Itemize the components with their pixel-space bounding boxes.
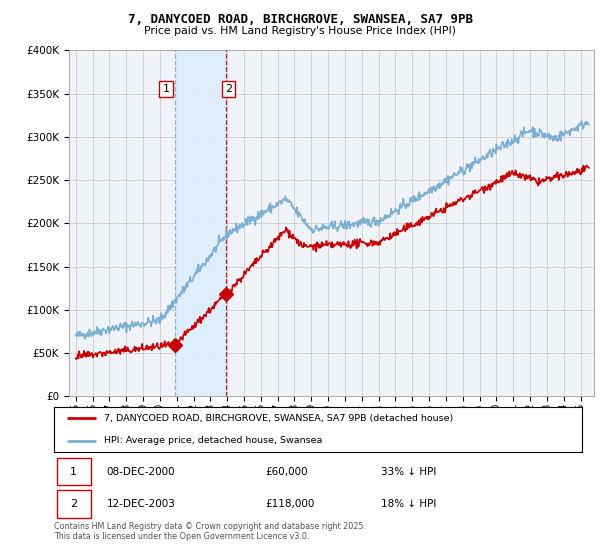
Text: 7, DANYCOED ROAD, BIRCHGROVE, SWANSEA, SA7 9PB: 7, DANYCOED ROAD, BIRCHGROVE, SWANSEA, S… [128, 13, 473, 26]
Text: 1: 1 [163, 85, 170, 94]
Text: 1: 1 [70, 466, 77, 477]
Text: 08-DEC-2000: 08-DEC-2000 [107, 466, 175, 477]
Text: HPI: Average price, detached house, Swansea: HPI: Average price, detached house, Swan… [104, 436, 323, 445]
Text: 18% ↓ HPI: 18% ↓ HPI [382, 499, 437, 509]
Text: Price paid vs. HM Land Registry's House Price Index (HPI): Price paid vs. HM Land Registry's House … [144, 26, 456, 36]
Text: 12-DEC-2003: 12-DEC-2003 [107, 499, 176, 509]
Text: 33% ↓ HPI: 33% ↓ HPI [382, 466, 437, 477]
FancyBboxPatch shape [54, 407, 582, 452]
FancyBboxPatch shape [56, 491, 91, 518]
Text: 7, DANYCOED ROAD, BIRCHGROVE, SWANSEA, SA7 9PB (detached house): 7, DANYCOED ROAD, BIRCHGROVE, SWANSEA, S… [104, 414, 454, 423]
FancyBboxPatch shape [56, 458, 91, 486]
Text: £60,000: £60,000 [265, 466, 308, 477]
Text: Contains HM Land Registry data © Crown copyright and database right 2025.
This d: Contains HM Land Registry data © Crown c… [54, 522, 366, 542]
Text: 2: 2 [70, 499, 77, 509]
Text: 2: 2 [225, 85, 232, 94]
Text: £118,000: £118,000 [265, 499, 314, 509]
